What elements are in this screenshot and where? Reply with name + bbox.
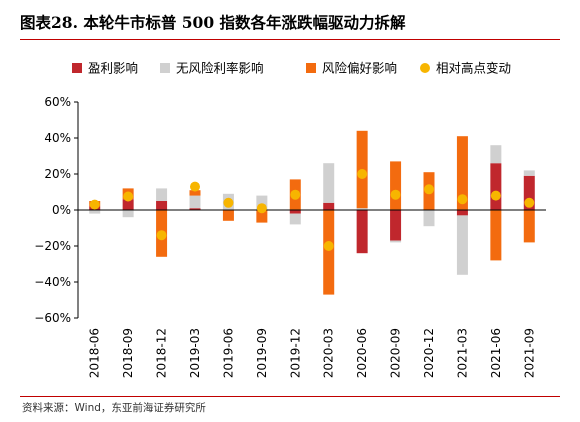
legend-label-3: 相对高点变动	[436, 61, 511, 76]
dot-2019-06	[223, 197, 234, 208]
x-tick-label-2: 2018-12	[155, 328, 169, 378]
bar-2020-09-1	[390, 240, 402, 243]
dot-2020-09	[390, 189, 401, 200]
x-tick-label-12: 2021-06	[489, 328, 503, 378]
dot-2019-03	[190, 181, 200, 192]
bar-2019-12-0	[289, 210, 301, 214]
bar-2020-12-1	[423, 210, 435, 227]
stacked-bar-chart: 盈利影响 无风险利率影响 风险偏好影响 相对高点变动 −60% −40% −20% 0% 20…	[34, 61, 546, 378]
x-axis: 2018-06 2018-09 2018-12 2019-03 2019-06 2019-…	[88, 328, 537, 378]
legend-swatch-2	[306, 63, 316, 73]
dot-2021-09	[524, 197, 535, 208]
figure-title-area: 图表28. 本轮牛市标普 500 指数各年涨跌幅驱动力拆解	[20, 8, 560, 38]
bar-2019-06-2	[222, 210, 234, 221]
x-tick-label-0: 2018-06	[88, 328, 102, 378]
legend-label-0: 盈利影响	[88, 61, 138, 76]
bar-2020-06-1	[356, 208, 368, 210]
bar-2019-03-0	[189, 208, 201, 210]
bar-2021-06-0	[490, 163, 502, 210]
y-axis: −60% −40% −20% 0% 20% 40% 60%	[34, 95, 79, 325]
y-tick-label-2: −20%	[34, 239, 71, 253]
legend-label-1: 无风险利率影响	[176, 61, 264, 76]
bar-2020-06-0	[356, 210, 368, 254]
x-tick-label-10: 2020-12	[422, 328, 436, 378]
dot-2020-06	[357, 169, 368, 179]
dot-2020-12	[424, 184, 434, 195]
legend-label-2: 风险偏好影响	[322, 61, 397, 76]
x-tick-label-9: 2020-09	[389, 328, 403, 378]
x-tick-label-3: 2019-03	[188, 328, 202, 378]
y-tick-label-5: 40%	[44, 131, 71, 145]
bar-2018-06-1	[89, 210, 101, 214]
legend: 盈利影响 无风险利率影响 风险偏好影响 相对高点变动	[72, 61, 511, 76]
figure-title: 图表28. 本轮牛市标普 500 指数各年涨跌幅驱动力拆解	[20, 13, 406, 32]
bar-2020-03-2	[323, 210, 335, 295]
x-tick-label-4: 2019-06	[221, 328, 235, 378]
bar-2019-03-1	[189, 195, 201, 209]
bar-2021-03-2	[456, 136, 468, 210]
legend-swatch-3	[420, 63, 430, 73]
legend-swatch-0	[72, 63, 82, 73]
bar-2021-03-0	[456, 210, 468, 216]
dot-2021-06	[490, 190, 501, 201]
bar-2019-09-1	[256, 195, 268, 210]
legend-swatch-1	[160, 63, 170, 73]
x-tick-label-6: 2019-12	[288, 328, 302, 378]
bar-2021-09-0	[523, 175, 535, 210]
bar-2020-03-0	[323, 202, 335, 210]
footer-rule	[20, 396, 560, 397]
bar-2018-09-0	[122, 199, 134, 210]
bar-2021-06-1	[490, 145, 502, 164]
y-tick-label-6: 60%	[44, 95, 71, 109]
dots	[89, 169, 535, 251]
bar-2020-03-1	[323, 163, 335, 203]
source-note: 资料来源：Wind，东亚前海证券研究所	[22, 402, 206, 414]
bar-2021-03-1	[456, 215, 468, 275]
dot-2018-12	[156, 230, 167, 241]
bar-2021-09-1	[523, 170, 535, 176]
title-rule	[20, 39, 560, 40]
bar-2019-03-2	[189, 190, 201, 196]
dot-2021-03	[457, 194, 468, 205]
dot-2018-09	[123, 191, 134, 202]
dot-2020-03	[323, 241, 334, 251]
bar-2018-09-1	[122, 210, 134, 218]
bar-2020-09-2	[390, 161, 402, 210]
bar-2019-09-2	[256, 210, 268, 223]
bar-2018-12-1	[156, 188, 168, 201]
bar-2021-06-2	[490, 210, 502, 261]
y-tick-label-4: 20%	[44, 167, 71, 181]
y-tick-label-1: −40%	[34, 275, 71, 289]
x-tick-label-1: 2018-09	[121, 328, 135, 378]
bar-2018-12-0	[156, 201, 168, 210]
bar-2021-09-2	[523, 210, 535, 243]
x-tick-label-8: 2020-06	[355, 328, 369, 378]
bars	[89, 130, 535, 295]
bar-2020-09-0	[390, 210, 402, 241]
dot-2018-06	[89, 199, 100, 210]
bar-2019-12-1	[289, 213, 301, 225]
x-tick-label-5: 2019-09	[255, 328, 269, 378]
dot-2019-09	[256, 203, 267, 214]
y-tick-label-0: −60%	[34, 311, 71, 325]
x-tick-label-7: 2020-03	[322, 328, 336, 378]
dot-2019-12	[290, 189, 301, 200]
x-tick-label-13: 2021-09	[522, 328, 536, 378]
y-tick-label-3: 0%	[52, 203, 71, 217]
x-tick-label-11: 2021-03	[455, 328, 469, 378]
